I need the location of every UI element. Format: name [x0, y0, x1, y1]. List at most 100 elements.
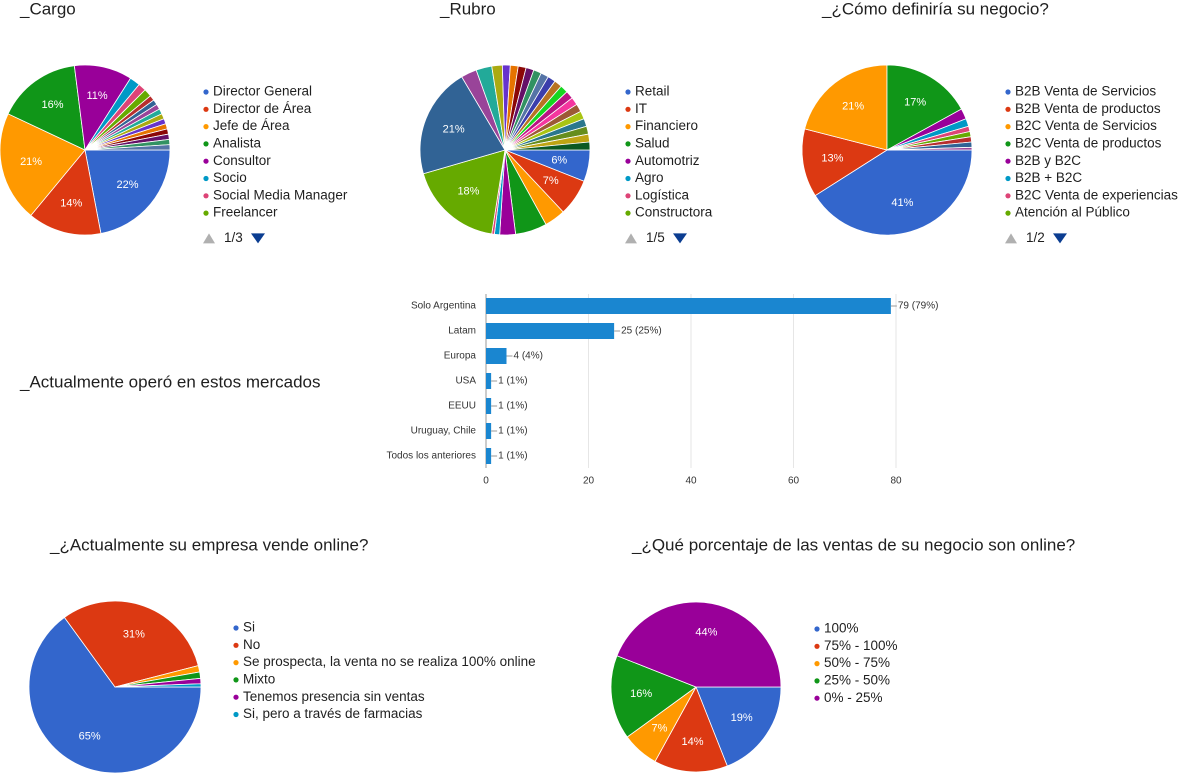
- legend-label: B2C Venta de productos: [1015, 135, 1162, 150]
- legend-dot: [203, 89, 209, 95]
- legend-page: 1/5: [646, 230, 665, 245]
- legend-dot: [1005, 124, 1011, 130]
- legend-dot: [814, 643, 820, 649]
- legend-label: B2B y B2C: [1015, 153, 1081, 168]
- legend-dot: [233, 642, 239, 648]
- pie-label: 16%: [630, 688, 652, 700]
- legend-label: Agro: [635, 170, 664, 185]
- legend-prev: [1005, 233, 1017, 244]
- pie-slice: [616, 601, 782, 688]
- legend-dot: [625, 89, 631, 95]
- pie-slice: [84, 149, 171, 234]
- legend-dot: [203, 106, 209, 112]
- pie-label: 6%: [551, 154, 567, 166]
- legend-label: 100%: [824, 621, 859, 636]
- pie-label: 22%: [117, 179, 139, 191]
- legend-label: Mixto: [243, 671, 275, 686]
- pie-label: 7%: [652, 722, 668, 734]
- chart-title: _Actualmente operó en estos mercados: [19, 372, 321, 391]
- legend-dot: [203, 193, 209, 199]
- legend-dot: [203, 210, 209, 216]
- legend-dot: [1005, 158, 1011, 164]
- bar: [486, 448, 492, 464]
- bar-label: 25 (25%): [621, 326, 662, 337]
- legend-dot: [233, 694, 239, 700]
- pie-slice: [63, 600, 199, 688]
- pie-slice: [419, 76, 506, 175]
- pie-label: 31%: [123, 628, 145, 640]
- pie-label: 41%: [891, 197, 913, 209]
- pie-slice: [814, 149, 973, 236]
- legend-label: 25% - 50%: [824, 672, 890, 687]
- pie-label: 44%: [695, 627, 717, 639]
- bar-label: 1 (1%): [498, 376, 527, 387]
- chart-title: _¿Cómo definiría su negocio?: [821, 0, 1049, 18]
- legend-label: 50% - 75%: [824, 655, 890, 670]
- legend-label: Atención al Público: [1015, 205, 1130, 220]
- legend-label: 0% - 25%: [824, 690, 883, 705]
- legend-dot: [1005, 141, 1011, 147]
- bar-label: 1 (1%): [498, 451, 527, 462]
- legend-label: B2C Venta de Servicios: [1015, 118, 1157, 133]
- legend-label: Salud: [635, 135, 670, 150]
- legend-label: B2B + B2C: [1015, 170, 1082, 185]
- legend-dot: [1005, 175, 1011, 182]
- pie-slice: [422, 149, 506, 235]
- pie-label: 16%: [42, 99, 64, 111]
- legend-dot: [625, 210, 631, 216]
- legend-label: Socio: [213, 170, 247, 185]
- y-tick-label: Europa: [444, 351, 477, 362]
- legend-label: 75% - 100%: [824, 638, 898, 653]
- x-tick-label: 0: [483, 476, 489, 487]
- pie-label: 21%: [20, 156, 42, 168]
- x-tick-label: 80: [890, 476, 902, 487]
- legend-dot: [233, 677, 239, 683]
- legend-dot: [233, 711, 239, 718]
- legend-dot: [203, 175, 209, 182]
- pie-label: 7%: [543, 175, 559, 187]
- pie-slice: [695, 686, 782, 767]
- y-tick-label: Solo Argentina: [411, 301, 476, 312]
- pie-label: 65%: [79, 731, 101, 743]
- legend-dot: [1005, 193, 1011, 199]
- bar: [486, 373, 492, 389]
- pie-slice: [30, 149, 102, 236]
- legend-dot: [203, 124, 209, 130]
- legend-dot: [1005, 106, 1011, 112]
- pie-label: 14%: [60, 197, 82, 209]
- pie-slice: [114, 683, 202, 688]
- pie-slice: [28, 616, 202, 774]
- pie-slice: [886, 146, 973, 151]
- legend-page: 1/2: [1026, 230, 1045, 245]
- x-tick-label: 40: [685, 476, 697, 487]
- legend-label: Director de Área: [213, 101, 312, 116]
- pie-slice: [801, 128, 888, 197]
- legend-prev: [203, 233, 215, 244]
- legend-label: No: [243, 637, 260, 652]
- legend-dot: [814, 661, 820, 667]
- y-tick-label: Latam: [448, 326, 476, 337]
- legend-label: Si, pero a través de farmacias: [243, 706, 423, 721]
- bar-label: 1 (1%): [498, 426, 527, 437]
- pie-label: 18%: [457, 185, 479, 197]
- legend-dot: [1005, 210, 1011, 216]
- legend-label: Freelancer: [213, 205, 278, 220]
- legend-dot: [625, 158, 631, 164]
- bar: [486, 398, 492, 414]
- pie-slice: [804, 64, 888, 151]
- legend-label: Si: [243, 620, 255, 635]
- legend-label: Retail: [635, 84, 670, 99]
- legend-dot: [233, 660, 239, 666]
- legend-dot: [1005, 89, 1011, 95]
- legend-dot: [203, 158, 209, 164]
- bar: [486, 323, 615, 339]
- legend-label: Se prospecta, la venta no se realiza 100…: [243, 654, 536, 669]
- bar: [486, 348, 507, 364]
- legend-label: Financiero: [635, 118, 698, 133]
- x-tick-label: 60: [788, 476, 800, 487]
- pie-slice: [504, 141, 591, 151]
- legend-label: Constructora: [635, 205, 713, 220]
- pie-slice: [610, 655, 697, 738]
- legend-label: Jefe de Área: [213, 118, 290, 133]
- legend-next: [1053, 233, 1067, 244]
